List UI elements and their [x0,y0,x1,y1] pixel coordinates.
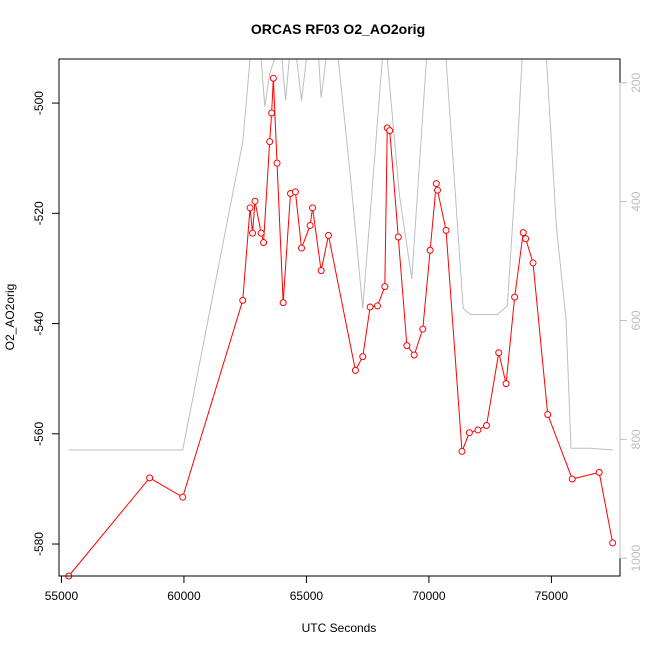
data-point [403,342,411,350]
data-point [373,302,381,310]
secondary-y-axis: 200 400 600 800 1000 [619,72,643,572]
data-point [324,231,332,239]
data-point [426,246,434,254]
data-point [246,204,254,212]
secondary-y-tick-label: 1000 [629,545,643,572]
secondary-y-tick-label: 400 [629,191,643,211]
secondary-y-tick-label: 600 [629,310,643,330]
y-tick-label: -500 [32,91,46,115]
data-point [317,267,325,275]
data-point [410,351,418,359]
data-point [458,447,466,455]
data-point [366,303,374,311]
data-point [511,293,519,301]
secondary-series-line [68,58,613,451]
data-point [351,366,359,374]
x-tick-label: 65000 [290,589,324,603]
plot-frame [58,58,621,577]
data-point [419,325,427,333]
secondary-series-layer [68,58,613,451]
data-point [522,235,530,243]
data-point [268,109,276,117]
primary-series-line [68,78,614,577]
data-point [442,226,450,234]
data-point [291,188,299,196]
y-axis-label: O2_AO2orig [3,284,17,351]
data-point [529,259,537,267]
data-point [474,426,482,434]
data-point [519,229,527,237]
y-tick-label: -560 [32,421,46,445]
data-point [381,283,389,291]
secondary-y-tick-label: 800 [629,429,643,449]
x-tick-label: 70000 [412,589,446,603]
data-point [279,299,287,307]
data-point [359,353,367,361]
data-point [179,493,187,501]
data-point [251,197,259,205]
y-tick-label: -580 [32,532,46,556]
data-point [432,180,440,188]
data-point [568,475,576,483]
data-point [298,244,306,252]
data-point [146,474,154,482]
data-points-layer [65,74,617,580]
primary-series-layer [68,78,614,577]
x-axis: 55000 60000 65000 70000 75000 [45,575,569,603]
data-point [269,74,277,82]
data-point [260,239,268,247]
x-tick-label: 75000 [535,589,569,603]
data-point [609,539,617,547]
y-tick-label: -520 [32,201,46,225]
data-point [465,429,473,437]
y-axis: -580 -560 -540 -520 -500 [32,91,60,556]
data-point [502,380,510,388]
data-point [273,159,281,167]
data-point [257,229,265,237]
data-point [433,186,441,194]
data-point [544,411,552,419]
data-point [239,296,247,304]
y-tick-label: -540 [32,311,46,335]
secondary-y-tick-label: 200 [629,72,643,92]
data-point [306,221,314,229]
data-point [249,229,257,237]
data-point [266,138,274,146]
data-point [394,233,402,241]
data-point [595,468,603,476]
x-tick-label: 60000 [167,589,201,603]
x-axis-label: UTC Seconds [302,621,377,635]
chart-title: ORCAS RF03 O2_AO2orig [251,21,425,37]
data-point [309,204,317,212]
data-point [495,349,503,357]
data-point [482,422,490,430]
x-tick-label: 55000 [45,589,79,603]
data-point [386,127,394,135]
